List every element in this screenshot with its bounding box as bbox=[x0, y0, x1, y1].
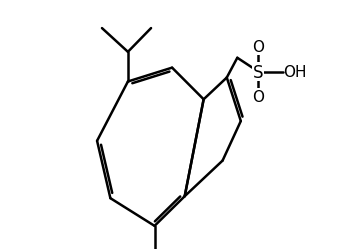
Text: O: O bbox=[252, 90, 264, 104]
Text: O: O bbox=[252, 40, 264, 55]
Text: S: S bbox=[253, 63, 264, 81]
Text: OH: OH bbox=[283, 65, 306, 80]
